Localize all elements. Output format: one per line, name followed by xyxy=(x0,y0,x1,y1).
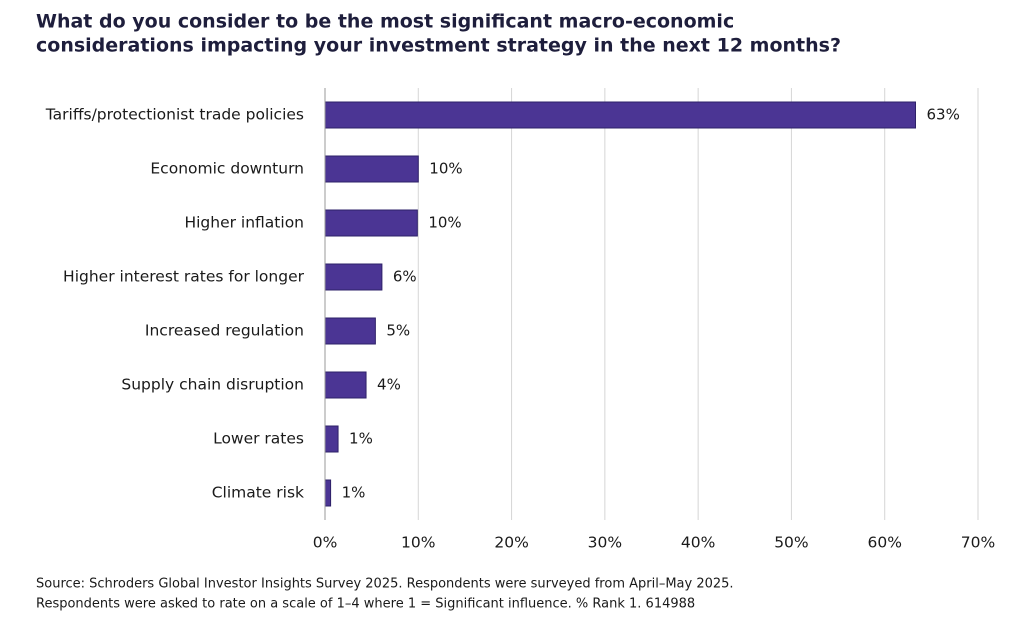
value-label: 1% xyxy=(349,430,373,448)
source-note: Respondents were asked to rate on a scal… xyxy=(36,597,695,612)
category-label: Economic downturn xyxy=(150,160,304,178)
category-label: Lower rates xyxy=(213,430,304,448)
value-label: 63% xyxy=(926,106,959,124)
x-tick-label: 50% xyxy=(774,534,808,552)
category-label: Supply chain disruption xyxy=(121,376,304,394)
bar xyxy=(324,263,383,291)
category-label: Climate risk xyxy=(212,484,304,502)
bar xyxy=(324,155,419,183)
value-label: 6% xyxy=(393,268,417,286)
x-tick-label: 40% xyxy=(681,534,715,552)
category-label: Higher interest rates for longer xyxy=(63,268,305,286)
value-label: 10% xyxy=(429,160,462,178)
x-tick-label: 0% xyxy=(313,534,338,552)
x-tick-label: 20% xyxy=(494,534,528,552)
chart-title: considerations impacting your investment… xyxy=(36,35,841,57)
bar xyxy=(324,317,376,345)
value-label: 5% xyxy=(386,322,410,340)
value-label: 10% xyxy=(428,214,461,232)
category-label: Tariffs/protectionist trade policies xyxy=(45,106,304,124)
value-label: 4% xyxy=(377,376,401,394)
chart-title: What do you consider to be the most sign… xyxy=(36,11,734,33)
bar xyxy=(324,209,418,237)
x-tick-label: 70% xyxy=(961,534,995,552)
value-label: 1% xyxy=(342,484,366,502)
bar xyxy=(324,101,916,129)
x-tick-label: 10% xyxy=(401,534,435,552)
x-tick-label: 60% xyxy=(867,534,901,552)
source-note: Source: Schroders Global Investor Insigh… xyxy=(36,577,734,592)
category-label: Increased regulation xyxy=(145,322,304,340)
category-label: Higher inflation xyxy=(184,214,304,232)
bar xyxy=(324,425,339,453)
x-tick-label: 30% xyxy=(588,534,622,552)
bar xyxy=(324,371,367,399)
bar xyxy=(324,479,332,507)
